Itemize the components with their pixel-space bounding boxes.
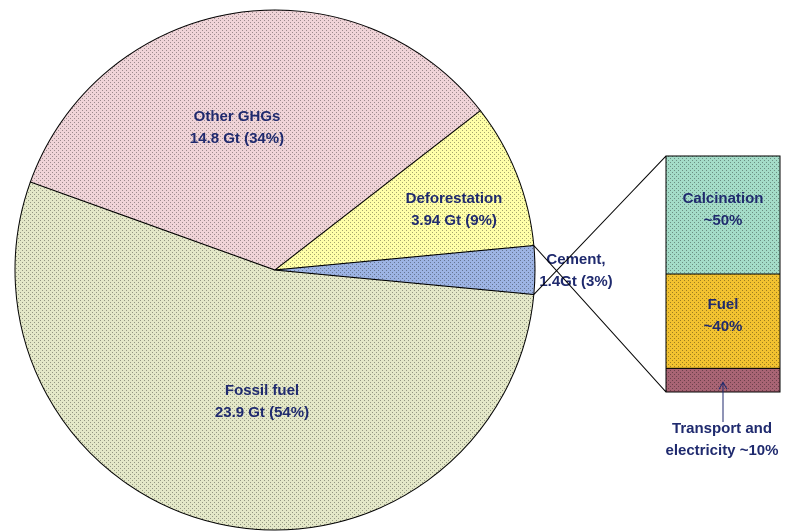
- pie-slice: [14, 181, 535, 531]
- segment-label: Calcination: [683, 190, 764, 207]
- pie-slice: [273, 109, 535, 271]
- connector: [533, 245, 667, 393]
- bar-segment: [665, 273, 781, 369]
- slice-label: Fossil fuel: [225, 382, 299, 399]
- slice-value-label: 1.4Gt (3%): [539, 273, 612, 290]
- slice-label: Deforestation: [406, 190, 503, 207]
- category-label: Transport and electricity: [665, 420, 772, 459]
- slice-value-label: 14.8 Gt (34%): [190, 130, 284, 147]
- slice-label: Other GHGs: [194, 108, 281, 125]
- slice-value-label: 3.94 Gt (9%): [411, 212, 497, 229]
- segment-value-label: ~50%: [704, 212, 743, 229]
- value-label: ~10%: [739, 442, 779, 459]
- arrow-head: [718, 381, 728, 390]
- bar-segment: [665, 155, 781, 275]
- segment-value-label: ~40%: [704, 318, 743, 335]
- slice-value-label: 23.9 Gt (54%): [215, 404, 309, 421]
- segment-label: Fuel: [708, 296, 739, 313]
- transport-label: Transport and electricity ~10%: [655, 418, 789, 462]
- slice-label: Cement,: [546, 251, 605, 268]
- connector: [533, 155, 667, 295]
- pie-slice: [29, 9, 482, 271]
